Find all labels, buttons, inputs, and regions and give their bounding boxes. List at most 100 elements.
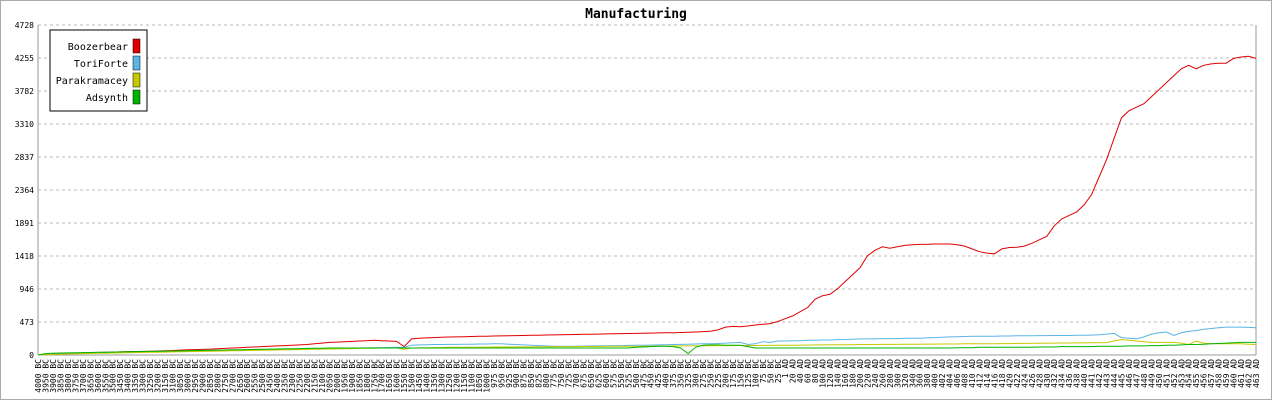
- x-tick-label: 2100 BC: [318, 359, 327, 393]
- x-tick-label: 453 AD: [1177, 359, 1186, 388]
- x-tick-label: 1750 BC: [370, 359, 379, 393]
- x-tick-label: 1000 BC: [482, 359, 491, 393]
- x-tick-label: 4000 BC: [34, 359, 43, 393]
- x-tick-label: 418 AD: [998, 359, 1007, 388]
- y-tick-label: 2364: [15, 186, 34, 195]
- x-tick-label: 650 BC: [587, 359, 596, 388]
- x-tick-label: 975 BC: [490, 359, 499, 388]
- x-tick-label: 1200 BC: [452, 359, 461, 393]
- x-tick-label: 2900 BC: [198, 359, 207, 393]
- x-tick-label: 140 AD: [834, 359, 843, 388]
- x-tick-label: 460 AD: [1230, 359, 1239, 388]
- legend-box: [49, 29, 148, 112]
- x-tick-label: 3100 BC: [169, 359, 178, 393]
- x-tick-label: 3700 BC: [79, 359, 88, 393]
- legend-label: Boozerbear: [68, 42, 128, 53]
- x-tick-label: 925 BC: [505, 359, 514, 388]
- y-tick-label: 3310: [15, 120, 34, 129]
- x-tick-label: 1950 BC: [340, 359, 349, 393]
- x-tick-label: 2750 BC: [221, 359, 230, 393]
- x-tick-label: 2950 BC: [191, 359, 200, 393]
- x-tick-label: 80 AD: [811, 359, 820, 383]
- x-tick-label: 180 AD: [848, 359, 857, 388]
- x-tick-label: 75 BC: [759, 359, 768, 383]
- x-tick-label: 457 AD: [1207, 359, 1216, 388]
- x-tick-label: 375 BC: [669, 359, 678, 388]
- x-tick-label: 456 AD: [1200, 359, 1209, 388]
- legend-swatch: [132, 72, 141, 88]
- x-tick-label: 875 BC: [520, 359, 529, 388]
- x-tick-label: 452 AD: [1170, 359, 1179, 388]
- y-tick-label: 1891: [15, 219, 34, 228]
- x-tick-label: 100 BC: [751, 359, 760, 388]
- x-tick-label: 463 AD: [1252, 359, 1261, 388]
- x-tick-label: 160 AD: [841, 359, 850, 388]
- y-tick-label: 1418: [15, 252, 34, 261]
- x-tick-label: 1800 BC: [363, 359, 372, 393]
- x-tick-label: 120 AD: [826, 359, 835, 388]
- x-tick-label: 40 AD: [796, 359, 805, 383]
- x-tick-label: 1350 BC: [430, 359, 439, 393]
- x-tick-label: 449 AD: [1147, 359, 1156, 388]
- x-tick-label: 2200 BC: [303, 359, 312, 393]
- x-tick-label: 750 BC: [557, 359, 566, 388]
- x-tick-label: 432 AD: [1050, 359, 1059, 388]
- x-tick-label: 428 AD: [1035, 359, 1044, 388]
- x-tick-label: 447 AD: [1132, 359, 1141, 388]
- x-tick-label: 1150 BC: [460, 359, 469, 393]
- x-tick-label: 461 AD: [1237, 359, 1246, 388]
- x-tick-label: 300 BC: [692, 359, 701, 388]
- x-tick-label: 1600 BC: [393, 359, 402, 393]
- x-tick-label: 441 AD: [1088, 359, 1097, 388]
- x-tick-label: 2850 BC: [206, 359, 215, 393]
- x-tick-label: 550 BC: [617, 359, 626, 388]
- x-tick-label: 420 AD: [1005, 359, 1014, 388]
- x-tick-label: 2600 BC: [243, 359, 252, 393]
- x-tick-label: 125 BC: [744, 359, 753, 388]
- series-line: [37, 341, 1256, 356]
- x-tick-label: 240 AD: [871, 359, 880, 388]
- x-tick-label: 625 BC: [594, 359, 603, 388]
- x-tick-label: 3650 BC: [86, 359, 95, 393]
- x-tick-label: 446 AD: [1125, 359, 1134, 388]
- x-tick-label: 3800 BC: [64, 359, 73, 393]
- x-tick-label: 455 AD: [1192, 359, 1201, 388]
- x-tick-label: 475 BC: [639, 359, 648, 388]
- x-tick-label: 426 AD: [1028, 359, 1037, 388]
- x-tick-label: 325 BC: [684, 359, 693, 388]
- x-tick-label: 50 BC: [766, 359, 775, 383]
- x-tick-label: 404 AD: [946, 359, 955, 388]
- x-tick-label: 462 AD: [1245, 359, 1254, 388]
- x-tick-label: 438 AD: [1073, 359, 1082, 388]
- x-tick-label: 500 BC: [632, 359, 641, 388]
- x-tick-label: 3050 BC: [176, 359, 185, 393]
- x-tick-label: 2450 BC: [266, 359, 275, 393]
- x-tick-label: 175 BC: [729, 359, 738, 388]
- y-tick-label: 2837: [15, 153, 34, 162]
- x-tick-label: 20 AD: [789, 359, 798, 383]
- y-tick-label: 4728: [15, 21, 34, 30]
- x-tick-label: 434 AD: [1058, 359, 1067, 388]
- x-tick-label: 422 AD: [1013, 359, 1022, 388]
- x-tick-label: 3450 BC: [116, 359, 125, 393]
- x-tick-label: 3500 BC: [109, 359, 118, 393]
- x-tick-label: 408 AD: [961, 359, 970, 388]
- chart-title: Manufacturing: [585, 7, 687, 22]
- x-tick-label: 2250 BC: [296, 359, 305, 393]
- x-tick-label: 443 AD: [1103, 359, 1112, 388]
- x-tick-label: 1550 BC: [400, 359, 409, 393]
- x-tick-label: 459 AD: [1222, 359, 1231, 388]
- x-tick-label: 2550 BC: [251, 359, 260, 393]
- x-tick-label: 400 BC: [662, 359, 671, 388]
- x-tick-label: 3250 BC: [146, 359, 155, 393]
- y-tick-label: 0: [29, 351, 34, 360]
- x-tick-label: 100 AD: [819, 359, 828, 388]
- series-line: [37, 55, 1257, 356]
- x-tick-label: 3400 BC: [124, 359, 133, 393]
- x-tick-label: 1700 BC: [378, 359, 387, 393]
- x-tick-label: 700 BC: [572, 359, 581, 388]
- x-tick-label: 400 AD: [931, 359, 940, 388]
- x-tick-label: 445 AD: [1117, 359, 1126, 388]
